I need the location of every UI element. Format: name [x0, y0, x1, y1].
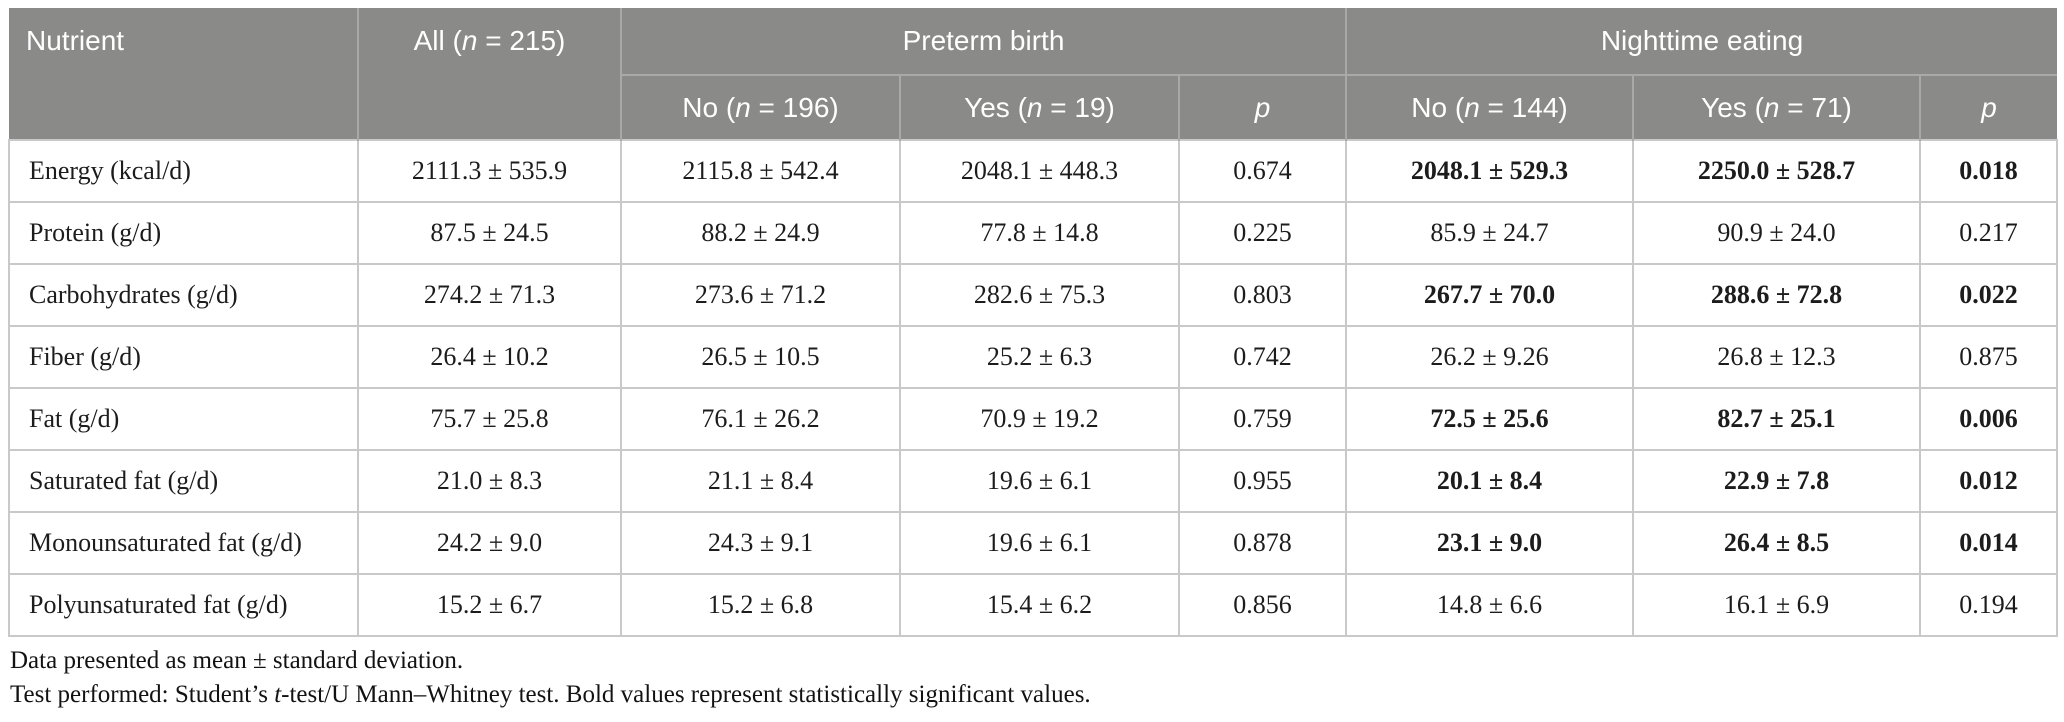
col-header-nutrient: Nutrient [9, 8, 358, 140]
nighttime-p-value-cell: 0.006 [1919, 387, 2058, 451]
table-row: Carbohydrates (g/d) 274.2 ± 71.3 273.6 ±… [8, 263, 2058, 327]
preterm-yes-value-cell: 15.4 ± 6.2 [899, 573, 1180, 637]
nighttime-p-value-cell: 0.875 [1919, 325, 2058, 389]
nutrient-name-cell: Fiber (g/d) [8, 325, 359, 389]
preterm-yes-value-cell: 70.9 ± 19.2 [899, 387, 1180, 451]
nutrient-name-cell: Energy (kcal/d) [8, 139, 359, 203]
nighttime-p-value-cell: 0.022 [1919, 263, 2058, 327]
table-row: Saturated fat (g/d) 21.0 ± 8.3 21.1 ± 8.… [8, 449, 2058, 513]
preterm-no-value-cell: 76.1 ± 26.2 [620, 387, 901, 451]
preterm-yes-value-cell: 25.2 ± 6.3 [899, 325, 1180, 389]
table-row: Monounsaturated fat (g/d) 24.2 ± 9.0 24.… [8, 511, 2058, 575]
col-header-preterm-yes: Yes (n = 19) [899, 74, 1179, 140]
table-header: Nutrient All (n = 215) Preterm birth Nig… [9, 8, 2057, 140]
nighttime-yes-value-cell: 82.7 ± 25.1 [1632, 387, 1921, 451]
col-header-preterm-p: p [1178, 74, 1346, 140]
nutrient-name-cell: Polyunsaturated fat (g/d) [8, 573, 359, 637]
nutrient-name-cell: Carbohydrates (g/d) [8, 263, 359, 327]
nutrient-name-cell: Saturated fat (g/d) [8, 449, 359, 513]
preterm-yes-value-cell: 19.6 ± 6.1 [899, 449, 1180, 513]
header-sub-row: No (n = 196) Yes (n = 19) p No (n = 144)… [9, 74, 2057, 140]
all-value-cell: 24.2 ± 9.0 [357, 511, 622, 575]
nighttime-yes-value-cell: 90.9 ± 24.0 [1632, 201, 1921, 265]
nighttime-no-value-cell: 26.2 ± 9.26 [1345, 325, 1634, 389]
nutrient-name-cell: Protein (g/d) [8, 201, 359, 265]
nutrient-name-cell: Fat (g/d) [8, 387, 359, 451]
table-body: Energy (kcal/d) 2111.3 ± 535.9 2115.8 ± … [8, 139, 2058, 637]
nighttime-no-value-cell: 2048.1 ± 529.3 [1345, 139, 1634, 203]
nighttime-p-value-cell: 0.217 [1919, 201, 2058, 265]
preterm-no-value-cell: 26.5 ± 10.5 [620, 325, 901, 389]
nighttime-yes-value-cell: 26.8 ± 12.3 [1632, 325, 1921, 389]
group-header-preterm-birth: Preterm birth [620, 8, 1346, 75]
preterm-p-value-cell: 0.955 [1178, 449, 1347, 513]
col-header-all: All (n = 215) [357, 8, 621, 140]
nighttime-p-value-cell: 0.014 [1919, 511, 2058, 575]
nighttime-yes-value-cell: 2250.0 ± 528.7 [1632, 139, 1921, 203]
preterm-p-value-cell: 0.878 [1178, 511, 1347, 575]
preterm-p-value-cell: 0.225 [1178, 201, 1347, 265]
preterm-p-value-cell: 0.759 [1178, 387, 1347, 451]
table-row: Fat (g/d) 75.7 ± 25.8 76.1 ± 26.2 70.9 ±… [8, 387, 2058, 451]
nutrient-name-cell: Monounsaturated fat (g/d) [8, 511, 359, 575]
nighttime-yes-value-cell: 26.4 ± 8.5 [1632, 511, 1921, 575]
nighttime-yes-value-cell: 288.6 ± 72.8 [1632, 263, 1921, 327]
table-row: Protein (g/d) 87.5 ± 24.5 88.2 ± 24.9 77… [8, 201, 2058, 265]
nighttime-p-value-cell: 0.012 [1919, 449, 2058, 513]
preterm-yes-value-cell: 19.6 ± 6.1 [899, 511, 1180, 575]
col-header-nighttime-no: No (n = 144) [1345, 74, 1633, 140]
nighttime-no-value-cell: 267.7 ± 70.0 [1345, 263, 1634, 327]
preterm-yes-value-cell: 282.6 ± 75.3 [899, 263, 1180, 327]
all-value-cell: 21.0 ± 8.3 [357, 449, 622, 513]
table-footnotes: Data presented as mean ± standard deviat… [10, 644, 1091, 712]
all-value-cell: 15.2 ± 6.7 [357, 573, 622, 637]
preterm-no-value-cell: 88.2 ± 24.9 [620, 201, 901, 265]
preterm-no-value-cell: 15.2 ± 6.8 [620, 573, 901, 637]
table-row: Polyunsaturated fat (g/d) 15.2 ± 6.7 15.… [8, 573, 2058, 637]
preterm-p-value-cell: 0.674 [1178, 139, 1347, 203]
nighttime-no-value-cell: 72.5 ± 25.6 [1345, 387, 1634, 451]
preterm-yes-value-cell: 77.8 ± 14.8 [899, 201, 1180, 265]
nutrients-comparison-table: Nutrient All (n = 215) Preterm birth Nig… [8, 8, 2058, 637]
group-header-nighttime-eating: Nighttime eating [1345, 8, 2057, 75]
preterm-p-value-cell: 0.856 [1178, 573, 1347, 637]
nighttime-no-value-cell: 85.9 ± 24.7 [1345, 201, 1634, 265]
all-value-cell: 274.2 ± 71.3 [357, 263, 622, 327]
preterm-no-value-cell: 24.3 ± 9.1 [620, 511, 901, 575]
all-value-cell: 26.4 ± 10.2 [357, 325, 622, 389]
all-value-cell: 2111.3 ± 535.9 [357, 139, 622, 203]
preterm-yes-value-cell: 2048.1 ± 448.3 [899, 139, 1180, 203]
nighttime-no-value-cell: 14.8 ± 6.6 [1345, 573, 1634, 637]
preterm-no-value-cell: 21.1 ± 8.4 [620, 449, 901, 513]
nighttime-p-value-cell: 0.194 [1919, 573, 2058, 637]
nighttime-yes-value-cell: 22.9 ± 7.8 [1632, 449, 1921, 513]
nighttime-no-value-cell: 20.1 ± 8.4 [1345, 449, 1634, 513]
nighttime-yes-value-cell: 16.1 ± 6.9 [1632, 573, 1921, 637]
all-value-cell: 87.5 ± 24.5 [357, 201, 622, 265]
col-header-preterm-no: No (n = 196) [620, 74, 900, 140]
preterm-p-value-cell: 0.803 [1178, 263, 1347, 327]
preterm-no-value-cell: 2115.8 ± 542.4 [620, 139, 901, 203]
all-value-cell: 75.7 ± 25.8 [357, 387, 622, 451]
table-row: Fiber (g/d) 26.4 ± 10.2 26.5 ± 10.5 25.2… [8, 325, 2058, 389]
nighttime-p-value-cell: 0.018 [1919, 139, 2058, 203]
preterm-no-value-cell: 273.6 ± 71.2 [620, 263, 901, 327]
table-row: Energy (kcal/d) 2111.3 ± 535.9 2115.8 ± … [8, 139, 2058, 203]
footnote-test-performed: Test performed: Student’s t-test/U Mann–… [10, 681, 1091, 708]
header-group-row: Nutrient All (n = 215) Preterm birth Nig… [9, 8, 2057, 140]
preterm-p-value-cell: 0.742 [1178, 325, 1347, 389]
col-header-nighttime-yes: Yes (n = 71) [1632, 74, 1920, 140]
nighttime-no-value-cell: 23.1 ± 9.0 [1345, 511, 1634, 575]
col-header-nighttime-p: p [1919, 74, 2057, 140]
footnote-mean-sd: Data presented as mean ± standard deviat… [10, 647, 464, 674]
